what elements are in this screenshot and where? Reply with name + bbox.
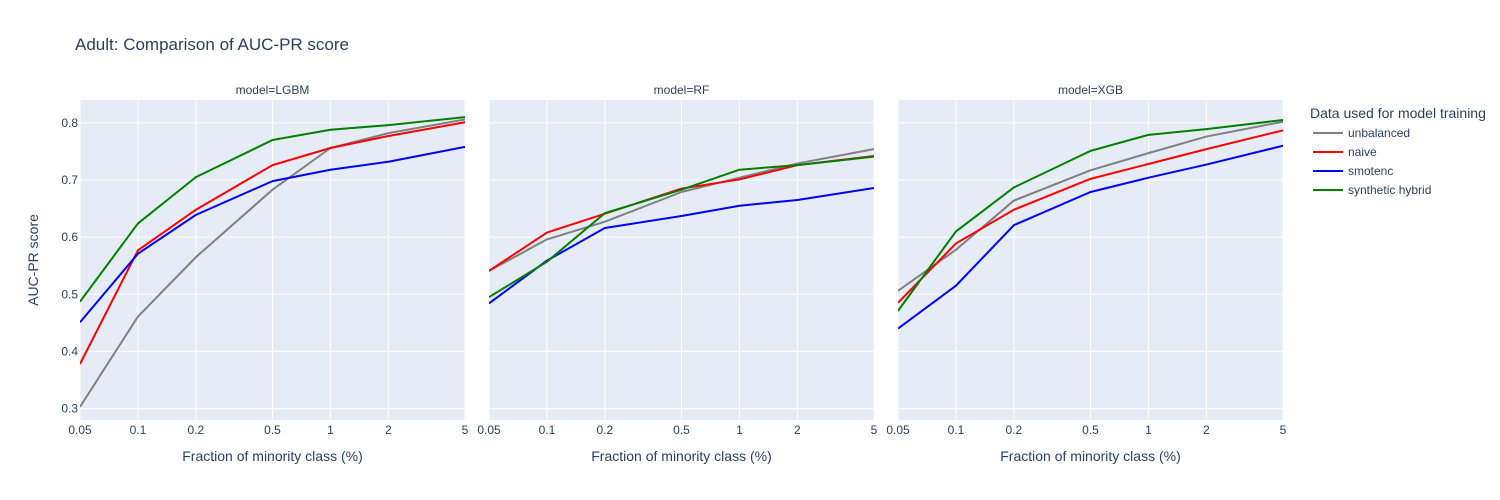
x-tick-label: 2 <box>1203 423 1210 437</box>
x-tick-label: 0.05 <box>477 423 501 437</box>
panel-title: model=XGB <box>1058 83 1123 97</box>
legend-label: synthetic hybrid <box>1348 183 1431 197</box>
x-tick-label: 0.5 <box>264 423 281 437</box>
legend-title: Data used for model training <box>1310 105 1486 121</box>
panel-title: model=RF <box>654 83 710 97</box>
x-axis-title: Fraction of minority class (%) <box>1000 448 1180 464</box>
y-axis-title: AUC-PR score <box>25 214 41 306</box>
x-tick-label: 1 <box>1145 423 1152 437</box>
x-tick-label: 0.1 <box>948 423 965 437</box>
legend-entry-synthetic-hybrid[interactable]: synthetic hybrid <box>1313 183 1431 197</box>
y-tick-label: 0.7 <box>61 173 78 187</box>
panel-title: model=LGBM <box>236 83 310 97</box>
x-tick-label: 2 <box>385 423 392 437</box>
y-tick-label: 0.8 <box>61 116 78 130</box>
x-tick-label: 0.5 <box>673 423 690 437</box>
panels: 0.3 0.4 0.5 0.6 0.7 0.8 0.05 0.1 0.2 0.5 1 2 5 model=… <box>61 83 1286 464</box>
x-tick-label: 5 <box>871 423 878 437</box>
series-line-unbalanced <box>898 120 1283 292</box>
x-tick-label: 0.2 <box>188 423 205 437</box>
y-tick-label: 0.3 <box>61 402 78 416</box>
panel-model-rf: 0.05 0.1 0.2 0.5 1 2 5 model=RF Fraction of mino… <box>477 83 877 464</box>
legend-label: smotenc <box>1348 164 1393 178</box>
legend-entry-smotenc[interactable]: smotenc <box>1313 164 1393 178</box>
y-tick-label: 0.6 <box>61 230 78 244</box>
chart-title: Adult: Comparison of AUC-PR score <box>75 35 349 54</box>
x-tick-label: 0.5 <box>1082 423 1099 437</box>
x-tick-label: 1 <box>736 423 743 437</box>
x-axis-title: Fraction of minority class (%) <box>182 448 362 464</box>
series-line-smotenc <box>898 144 1283 330</box>
x-tick-label: 0.1 <box>130 423 147 437</box>
x-tick-label: 1 <box>327 423 334 437</box>
x-tick-label: 0.05 <box>886 423 910 437</box>
series-line-naive <box>898 129 1283 304</box>
x-axis-title: Fraction of minority class (%) <box>591 448 771 464</box>
legend-entry-naive[interactable]: naive <box>1313 145 1377 159</box>
series-line-unbalanced <box>489 148 874 272</box>
x-tick-label: 5 <box>462 423 469 437</box>
x-tick-label: 0.1 <box>539 423 556 437</box>
panel-model-lgbm: 0.3 0.4 0.5 0.6 0.7 0.8 0.05 0.1 0.2 0.5 1 2 5 model=… <box>61 83 468 464</box>
series-line-synthetic-hybrid <box>898 119 1283 312</box>
y-tick-label: 0.5 <box>61 287 78 301</box>
y-tick-label: 0.4 <box>61 344 78 358</box>
x-tick-label: 2 <box>794 423 801 437</box>
series-line-naive <box>80 121 465 365</box>
panel-model-xgb: 0.05 0.1 0.2 0.5 1 2 5 model=XGB Fraction of min… <box>886 83 1286 464</box>
legend-entry-unbalanced[interactable]: unbalanced <box>1313 126 1410 140</box>
series-line-smotenc <box>80 145 465 323</box>
x-tick-label: 5 <box>1280 423 1287 437</box>
legend-label: unbalanced <box>1348 126 1410 140</box>
series-line-synthetic-hybrid <box>489 155 874 298</box>
x-tick-label: 0.2 <box>1006 423 1023 437</box>
legend: Data used for model training unbalanced n… <box>1310 105 1486 197</box>
x-tick-label: 0.2 <box>597 423 614 437</box>
series-line-unbalanced <box>80 118 465 408</box>
series-line-synthetic-hybrid <box>80 116 465 303</box>
x-tick-label: 0.05 <box>68 423 92 437</box>
legend-label: naive <box>1348 145 1377 159</box>
